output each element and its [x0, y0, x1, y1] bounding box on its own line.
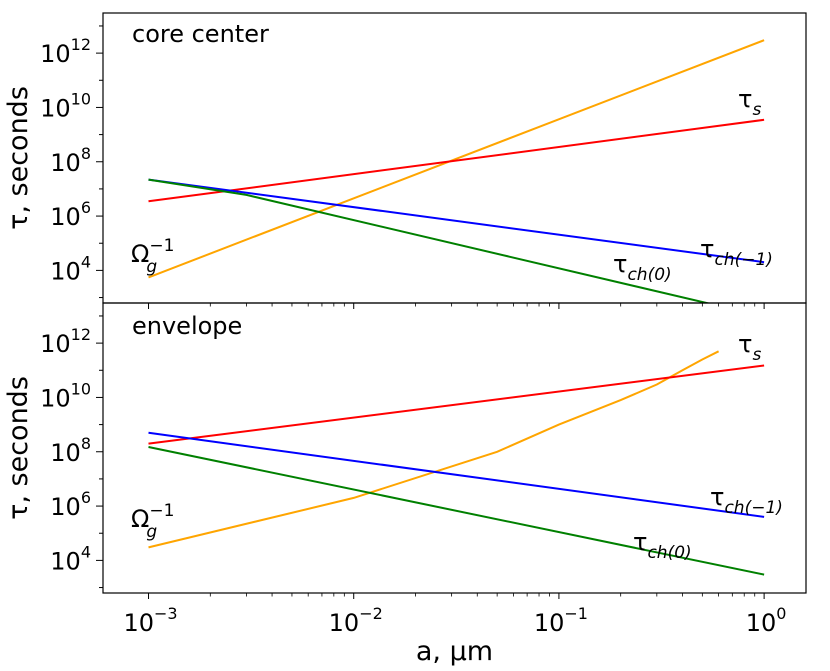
series-label: τch(0)	[633, 528, 692, 563]
y-tick-label: 106	[50, 198, 91, 231]
x-axis-label: a, μm	[416, 636, 493, 667]
panel-title: core center	[132, 20, 269, 48]
y-tick-label: 1010	[40, 379, 91, 412]
series-line-2	[148, 431, 765, 518]
series-line-3	[148, 178, 711, 303]
series-label: τch(−1)	[710, 483, 783, 518]
series-line-2	[148, 178, 765, 264]
panel-envelope: 104 106 108 1010 1012 10−3 10−2 10−1 100 τ, secon…	[3, 302, 807, 637]
series-label: Ω−1 g	[131, 501, 174, 542]
series-label: Ω−1 g	[131, 236, 174, 277]
y-tick-label: 1010	[40, 89, 91, 122]
series-label: τch(0)	[613, 250, 672, 285]
panel-title: envelope	[132, 312, 242, 340]
y-tick-label: 108	[50, 434, 91, 467]
series-label: τch(−1)	[700, 235, 773, 270]
series-label: τs	[738, 330, 761, 365]
y-tick-label: 106	[50, 488, 91, 521]
y-tick-label: 104	[50, 252, 91, 285]
y-axis-label: τ, seconds	[3, 86, 34, 230]
x-axis-label-text: a, μm	[416, 636, 493, 667]
series-line-1	[148, 364, 765, 445]
x-tick-label: 100	[746, 604, 787, 637]
x-tick-label: 10−3	[123, 604, 177, 637]
series-line-0	[148, 39, 765, 279]
series-line-1	[148, 118, 765, 203]
axes-frame	[102, 302, 807, 594]
y-tick-label: 104	[50, 542, 91, 575]
x-tick-label: 10−2	[329, 604, 383, 637]
y-tick-label: 1012	[40, 35, 91, 68]
series-group	[148, 39, 765, 303]
series-line-0	[148, 350, 720, 549]
y-axis-label: τ, seconds	[3, 376, 34, 520]
series-group	[148, 350, 765, 576]
x-tick-label: 10−1	[534, 604, 588, 637]
series-line-3	[148, 446, 765, 576]
y-tick-label: 1012	[40, 325, 91, 358]
series-label: τs	[738, 85, 761, 120]
y-tick-label: 108	[50, 144, 91, 177]
